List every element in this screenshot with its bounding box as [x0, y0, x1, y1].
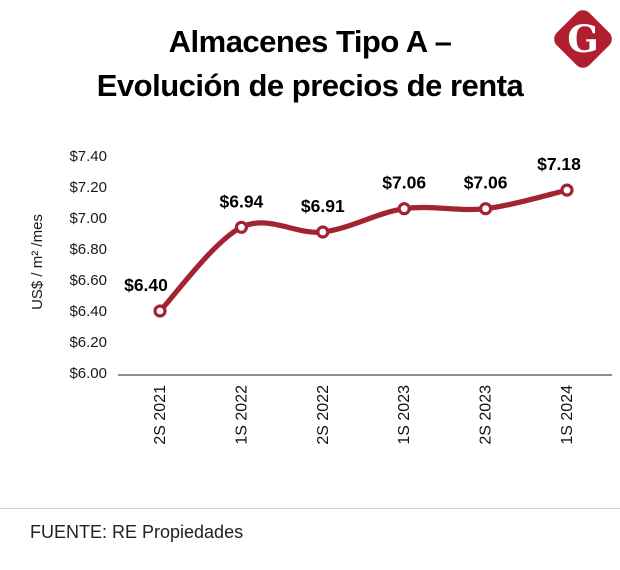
data-point-marker: [397, 202, 411, 216]
y-tick-label: $6.20: [69, 334, 107, 351]
data-point-marker: [316, 225, 330, 239]
x-tick-label: 2S 2021: [152, 385, 169, 445]
source-text: FUENTE: RE Propiedades: [30, 522, 244, 542]
data-point-marker: [153, 304, 167, 318]
x-tick-label: 2S 2022: [315, 385, 332, 445]
y-tick-label: $6.00: [69, 365, 107, 382]
y-tick-label: $7.20: [69, 179, 107, 196]
logo-diamond-shape: [554, 10, 612, 68]
trend-line: [157, 187, 570, 314]
y-axis-title: US$ / m² /mes: [29, 214, 46, 310]
y-tick-label: $6.60: [69, 272, 107, 289]
brand-logo: G: [548, 4, 618, 74]
data-point-label: $7.06: [464, 173, 508, 193]
y-tick-label: $7.40: [69, 148, 107, 165]
page-title: Almacenes Tipo A – Evolución de precios …: [0, 20, 620, 108]
data-point-marker: [234, 220, 248, 234]
data-point-label: $6.91: [301, 196, 345, 216]
y-tick-label: $6.80: [69, 241, 107, 258]
y-tick-label: $6.40: [69, 303, 107, 320]
x-tick-label: 1S 2023: [396, 385, 413, 445]
x-tick-label: 1S 2022: [233, 385, 250, 445]
page-title-line-1: Almacenes Tipo A –: [168, 24, 452, 59]
brand-logo-icon: G: [554, 10, 612, 68]
page-title-line-2: Evolución de precios de renta: [96, 68, 524, 103]
logo-letter: G: [567, 17, 599, 61]
footer-divider: [0, 508, 620, 509]
data-point-marker: [560, 183, 574, 197]
x-tick-label: 2S 2023: [478, 385, 495, 445]
data-point-label: $7.18: [537, 154, 581, 174]
data-point-marker: [479, 202, 493, 216]
y-tick-label: $7.00: [69, 210, 107, 227]
data-point-label: $6.94: [220, 191, 264, 211]
data-point-label: $7.06: [382, 173, 426, 193]
x-tick-label: 1S 2024: [559, 385, 576, 445]
data-point-label: $6.40: [124, 275, 168, 295]
